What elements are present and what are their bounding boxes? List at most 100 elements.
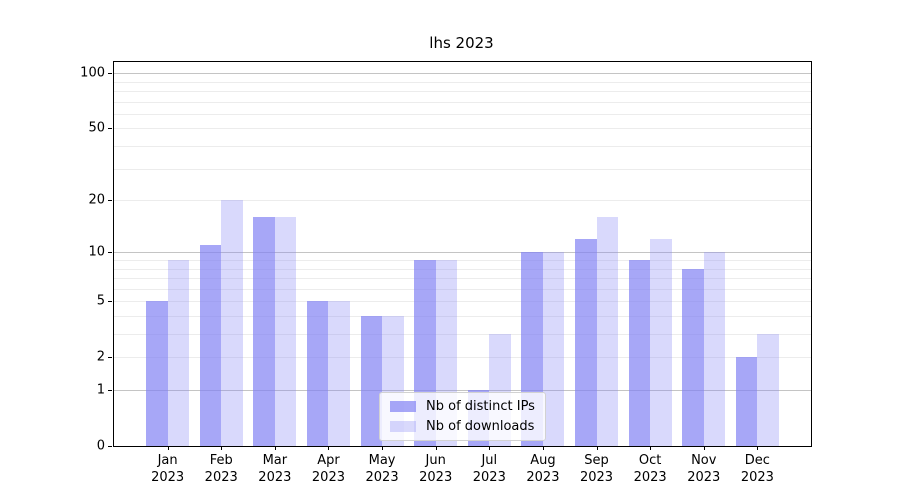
grid-line-minor-50 [114,128,811,130]
bar-nb-of-distinct-ips-feb [199,245,222,446]
x-tick-aug [542,446,544,450]
x-tick-label-month: Jan [157,453,178,468]
x-tick-label-dec: Dec 2023 [741,452,774,486]
x-tick-label-year: 2023 [633,470,667,485]
grid-line-minor-5 [114,301,811,303]
y-tick-label-10: 10 [88,244,105,260]
x-tick-label-year: 2023 [579,470,614,485]
x-tick-label-year: 2023 [472,470,506,485]
x-tick-label-month: Feb [209,453,233,468]
y-tick-50 [108,128,112,130]
x-tick-mar [274,446,276,450]
x-tick-label-jul: Jul 2023 [473,452,506,486]
x-tick-label-jan: Jan 2023 [151,452,184,486]
x-tick-label-nov: Nov 2023 [687,452,720,486]
x-tick-apr [328,446,330,450]
bar-nb-of-distinct-ips-jan [146,301,168,446]
x-tick-label-month: Oct [638,453,662,468]
y-tick-20 [108,200,112,202]
plot-area: Nb of distinct IPs Nb of downloads [113,61,812,447]
grid-line-minor-40 [114,146,811,147]
x-tick-may [382,446,384,450]
grid-line-minor-90 [114,81,811,83]
x-tick-label-mar: Mar 2023 [258,452,291,486]
grid-line-minor-7 [114,278,811,280]
bar-nb-of-distinct-ips-may [360,315,383,446]
x-tick-label-year: 2023 [311,470,345,485]
bar-nb-of-downloads-sep [596,217,618,446]
x-tick-nov [703,446,705,450]
x-tick-feb [221,446,223,450]
x-tick-label-year: 2023 [204,470,238,485]
y-tick-2 [108,357,112,359]
x-tick-label-month: Sep [584,453,609,468]
y-tick-1 [108,390,112,391]
bar-nb-of-downloads-aug [542,252,565,446]
x-tick-label-apr: Apr 2023 [312,452,345,486]
chart-title: lhs 2023 [429,34,494,52]
x-tick-label-jun: Jun 2023 [419,452,452,486]
x-tick-sep [596,446,598,450]
legend: Nb of distinct IPs Nb of downloads [379,392,546,441]
y-tick-label-0: 0 [96,438,105,454]
grid-line-major-1 [114,390,811,391]
x-tick-label-year: 2023 [365,470,399,485]
y-tick-label-20: 20 [88,192,105,208]
bar-nb-of-downloads-apr [328,301,350,446]
grid-line-minor-70 [114,101,811,103]
y-tick-label-1: 1 [96,382,105,398]
y-tick-label-5: 5 [96,293,105,309]
y-tick-label-100: 100 [80,65,105,81]
y-tick-5 [108,301,112,303]
x-tick-label-month: Jun [425,453,446,468]
x-tick-oct [650,446,652,450]
x-tick-label-year: 2023 [526,470,560,485]
x-tick-label-year: 2023 [687,470,721,485]
x-tick-label-year: 2023 [258,470,292,485]
x-tick-label-aug: Aug 2023 [526,452,559,486]
grid-line-minor-6 [114,288,811,290]
x-tick-label-month: May [368,453,396,468]
bar-nb-of-distinct-ips-sep [575,238,597,446]
x-tick-label-month: Mar [262,453,288,468]
y-tick-label-2: 2 [96,349,105,365]
x-tick-label-oct: Oct 2023 [634,452,667,486]
y-tick-label-50: 50 [88,120,105,136]
grid-line-minor-30 [114,168,811,170]
grid-line-major-10 [114,252,811,254]
x-tick-dec [757,446,759,450]
legend-entry-distinct-ips: Nb of distinct IPs [390,399,535,414]
x-tick-label-month: Jul [481,453,498,468]
bar-nb-of-downloads-dec [757,334,779,446]
x-tick-label-month: Aug [530,453,556,468]
bar-nb-of-downloads-jan [167,259,190,446]
grid-line-minor-20 [114,200,811,202]
x-tick-label-month: Dec [744,453,770,468]
legend-swatch-distinct-ips [390,401,416,412]
grid-line-minor-80 [114,91,811,92]
y-tick-100 [108,73,112,75]
grid-line-minor-4 [114,315,811,317]
x-tick-label-feb: Feb 2023 [205,452,238,486]
y-tick-10 [108,252,112,254]
x-tick-label-month: Apr [317,453,340,468]
grid-line-major-100 [114,73,811,75]
bar-nb-of-distinct-ips-nov [682,268,704,446]
bar-nb-of-distinct-ips-dec [735,357,758,446]
legend-swatch-downloads [390,421,416,432]
legend-entry-downloads: Nb of downloads [390,419,535,434]
x-tick-label-year: 2023 [740,470,774,485]
bar-nb-of-downloads-nov [703,252,726,446]
bar-nb-of-downloads-feb [221,200,243,446]
bar-nb-of-distinct-ips-oct [628,259,651,446]
grid-line-minor-60 [114,113,811,115]
x-tick-jul [489,446,491,450]
bar-nb-of-downloads-oct [650,238,672,446]
x-tick-label-sep: Sep 2023 [580,452,613,486]
y-tick-0 [108,446,112,447]
bar-nb-of-downloads-mar [274,217,297,446]
x-tick-label-year: 2023 [419,470,453,485]
x-tick-label-year: 2023 [151,470,185,485]
legend-label-distinct-ips: Nb of distinct IPs [426,399,535,414]
x-tick-label-may: May 2023 [366,452,399,486]
